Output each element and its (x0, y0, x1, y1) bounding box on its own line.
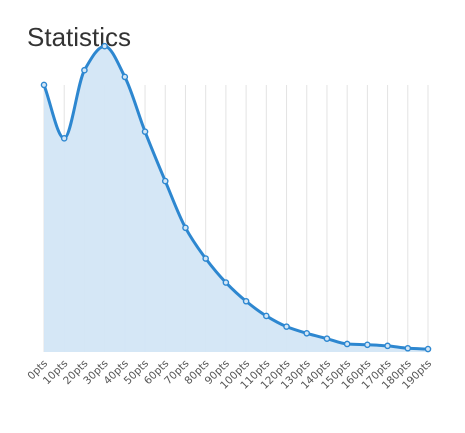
data-point (424, 345, 432, 353)
data-point (161, 177, 169, 185)
data-point (222, 279, 230, 286)
data-point (81, 66, 88, 74)
data-point (263, 312, 270, 320)
data-point (101, 42, 108, 50)
data-point (60, 135, 68, 142)
data-point (141, 128, 149, 135)
data-point (283, 323, 290, 330)
data-point (323, 335, 331, 342)
data-point (202, 255, 209, 262)
chart-area-fill (44, 46, 428, 353)
data-point (242, 297, 250, 305)
chart-points (40, 42, 432, 353)
data-point (121, 73, 129, 81)
data-point (40, 81, 48, 89)
data-point (303, 330, 311, 337)
data-point (384, 342, 391, 350)
data-point (343, 340, 351, 348)
data-point (364, 341, 371, 349)
data-point (182, 224, 189, 232)
chart-x-axis-ticks: 0pts10pts20pts30pts40pts50pts60pts70pts8… (25, 358, 434, 392)
page-title: Statistics (27, 22, 132, 52)
data-point (404, 344, 412, 352)
